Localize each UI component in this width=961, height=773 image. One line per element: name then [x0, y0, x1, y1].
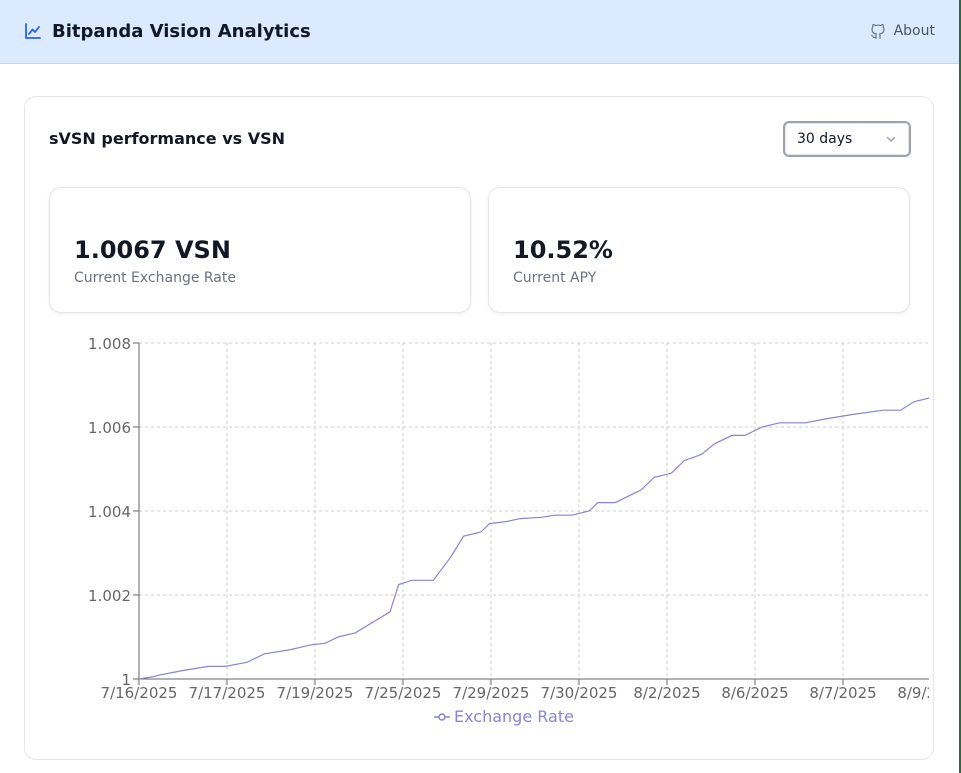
top-app-bar: Bitpanda Vision Analytics About: [0, 0, 959, 64]
about-link[interactable]: About: [870, 20, 935, 42]
apy-stat: 10.52% Current APY: [488, 187, 910, 313]
exchange-rate-stat: 1.0067 VSN Current Exchange Rate: [49, 187, 471, 313]
x-tick-label: 8/6/2025: [721, 684, 788, 702]
apy-value: 10.52%: [513, 236, 613, 264]
legend-label: Exchange Rate: [454, 707, 574, 726]
y-tick-label: 1: [121, 671, 131, 689]
about-label: About: [893, 23, 935, 39]
card-title: sVSN performance vs VSN: [49, 129, 286, 148]
x-tick-label: 8/9/2025: [897, 684, 929, 702]
brand[interactable]: Bitpanda Vision Analytics: [24, 18, 311, 44]
x-tick-label: 7/30/2025: [541, 684, 618, 702]
x-tick-label: 8/7/2025: [809, 684, 876, 702]
range-select-value: 30 days: [797, 131, 853, 147]
x-tick-label: 7/19/2025: [277, 684, 354, 702]
x-tick-label: 7/25/2025: [365, 684, 442, 702]
y-tick-label: 1.008: [88, 335, 131, 353]
chevron-down-icon: [886, 136, 896, 142]
line-chart-icon: [25, 23, 41, 39]
x-tick-label: 7/29/2025: [453, 684, 530, 702]
apy-label: Current APY: [513, 270, 597, 286]
app-title: Bitpanda Vision Analytics: [52, 20, 311, 42]
y-tick-label: 1.002: [88, 587, 131, 605]
performance-card: sVSN performance vs VSN 30 days 1.0067 V…: [24, 96, 934, 760]
exchange-rate-label: Current Exchange Rate: [74, 270, 236, 286]
x-tick-label: 8/2/2025: [633, 684, 700, 702]
github-icon: [870, 23, 885, 39]
x-tick-label: 7/16/2025: [101, 684, 178, 702]
legend-swatch-dot: [438, 713, 446, 721]
series-line-exchange-rate: [138, 397, 929, 680]
exchange-rate-value: 1.0067 VSN: [74, 236, 231, 264]
range-select[interactable]: 30 days: [783, 121, 911, 157]
x-tick-label: 7/17/2025: [189, 684, 266, 702]
y-tick-label: 1.006: [88, 419, 131, 437]
exchange-rate-chart: 1 1.002 1.004 1.006 1.008 7/16/2025 7/17/2025 7…: [88, 335, 929, 726]
window-edge: [959, 0, 961, 773]
y-tick-label: 1.004: [88, 503, 131, 521]
